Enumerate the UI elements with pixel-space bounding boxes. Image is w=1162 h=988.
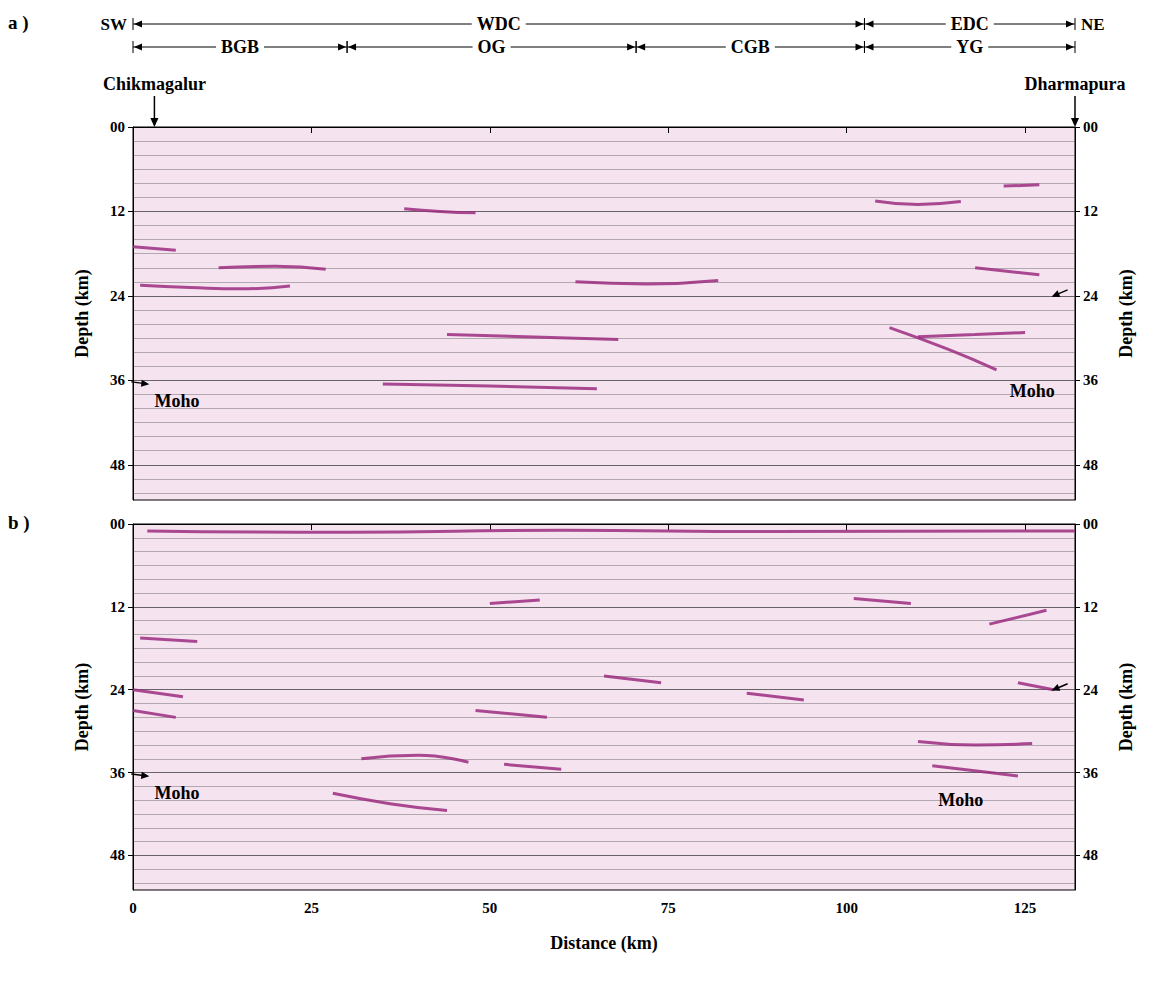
svg-text:00: 00	[110, 119, 125, 135]
svg-text:24: 24	[110, 682, 126, 698]
svg-text:Depth (km): Depth (km)	[1116, 663, 1137, 752]
svg-text:24: 24	[1083, 288, 1099, 304]
svg-text:SW: SW	[101, 15, 127, 34]
svg-text:00: 00	[110, 516, 125, 532]
svg-text:Distance (km): Distance (km)	[550, 933, 657, 954]
svg-text:12: 12	[1083, 599, 1098, 615]
svg-text:125: 125	[1014, 900, 1037, 916]
svg-text:48: 48	[1083, 457, 1098, 473]
svg-text:24: 24	[110, 288, 126, 304]
svg-text:36: 36	[110, 765, 126, 781]
svg-text:Depth (km): Depth (km)	[72, 269, 93, 358]
svg-text:BGB: BGB	[221, 37, 259, 57]
svg-text:12: 12	[110, 599, 125, 615]
svg-text:b ): b )	[8, 512, 30, 534]
svg-text:Dharmapura: Dharmapura	[1024, 74, 1125, 94]
svg-text:Moho: Moho	[154, 783, 199, 803]
svg-text:00: 00	[1083, 119, 1098, 135]
svg-text:Moho: Moho	[938, 790, 983, 810]
svg-text:100: 100	[835, 900, 858, 916]
svg-text:EDC: EDC	[951, 14, 989, 34]
svg-text:Moho: Moho	[1010, 381, 1055, 401]
svg-text:36: 36	[110, 372, 126, 388]
svg-text:WDC: WDC	[477, 14, 521, 34]
svg-text:Depth (km): Depth (km)	[72, 663, 93, 752]
svg-text:Moho: Moho	[154, 391, 199, 411]
svg-text:CGB: CGB	[731, 37, 770, 57]
svg-text:12: 12	[1083, 203, 1098, 219]
svg-text:NE: NE	[1081, 15, 1105, 34]
svg-text:48: 48	[1083, 847, 1098, 863]
svg-text:a ): a )	[8, 12, 29, 34]
svg-text:0: 0	[129, 900, 137, 916]
svg-text:50: 50	[482, 900, 497, 916]
svg-text:25: 25	[304, 900, 319, 916]
svg-text:36: 36	[1083, 372, 1099, 388]
svg-text:Depth (km): Depth (km)	[1116, 269, 1137, 358]
svg-text:00: 00	[1083, 516, 1098, 532]
svg-text:OG: OG	[478, 37, 506, 57]
svg-text:12: 12	[110, 203, 125, 219]
svg-text:24: 24	[1083, 682, 1099, 698]
svg-text:48: 48	[110, 847, 125, 863]
svg-text:YG: YG	[956, 37, 983, 57]
svg-text:Chikmagalur: Chikmagalur	[103, 74, 206, 94]
svg-text:36: 36	[1083, 765, 1099, 781]
svg-text:75: 75	[661, 900, 676, 916]
svg-text:48: 48	[110, 457, 125, 473]
